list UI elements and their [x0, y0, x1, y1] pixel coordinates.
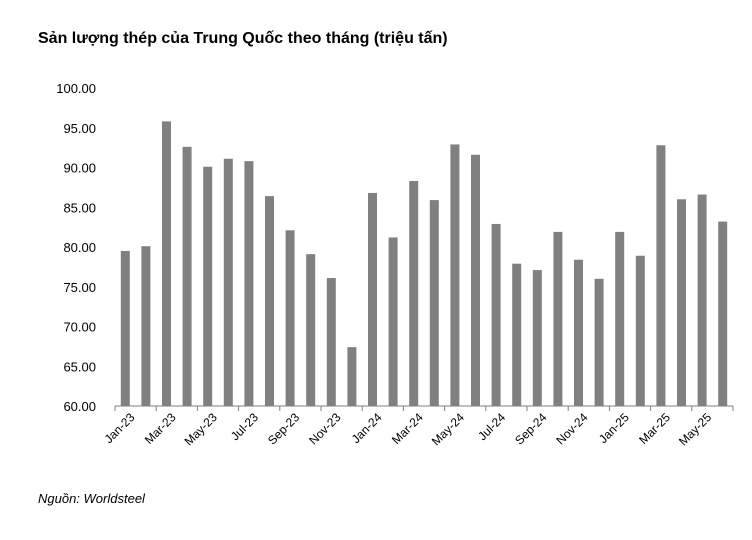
bars: [120, 121, 728, 407]
bar-Jul-24: [491, 223, 501, 406]
bar-May-23: [203, 166, 213, 406]
bar-Mar-24: [409, 181, 419, 406]
x-axis-labels: Jan-23 Mar-23 May-23 Jul-23 Sep-23 Nov-23 Jan-…: [102, 410, 715, 448]
bar-Jul-23: [244, 161, 254, 406]
x-tick-label: May-24: [429, 410, 467, 448]
y-tick-label: 80.00: [63, 240, 96, 255]
x-tick-label: May-23: [182, 410, 220, 448]
bar-Jan-25: [615, 231, 625, 406]
bar-Aug-23: [265, 196, 274, 406]
chart-title: Sản lượng thép của Trung Quốc theo tháng…: [38, 30, 448, 47]
bar-Apr-25: [677, 199, 686, 406]
x-tick-label: Mar-25: [636, 410, 673, 447]
y-tick-label: 70.00: [63, 320, 96, 335]
y-axis-labels: 60.00 65.00 70.00 75.00 80.00 85.00 90.00 95.00…: [56, 81, 96, 414]
bar-Apr-23: [182, 146, 192, 406]
bar-Dec-24: [594, 278, 604, 406]
bar-May-24: [450, 144, 460, 406]
x-tick-label: Jan-23: [102, 410, 138, 446]
y-tick-label: 95.00: [63, 121, 96, 136]
bar-Aug-24: [512, 263, 522, 406]
x-tick-label: May-25: [676, 410, 714, 448]
bar-Mar-23: [162, 121, 171, 406]
y-tick-label: 60.00: [63, 399, 96, 414]
y-tick-label: 75.00: [63, 280, 96, 295]
y-tick-label: 90.00: [63, 161, 96, 176]
x-tick-label: Nov-24: [553, 410, 590, 447]
bar-Jun-24: [471, 154, 480, 406]
bar-Oct-24: [553, 231, 563, 406]
y-tick-label: 65.00: [63, 359, 96, 374]
x-tick-label: Sep-23: [265, 410, 302, 447]
bar-Feb-23: [141, 246, 151, 406]
bar-Mar-25: [656, 145, 666, 407]
bar-Feb-25: [635, 255, 645, 406]
x-tick-label: Mar-23: [142, 410, 179, 447]
bar-Sep-24: [532, 270, 542, 406]
x-tick-label: Nov-23: [306, 410, 343, 447]
x-tick-label: Jul-24: [475, 410, 508, 443]
bar-Nov-24: [574, 259, 583, 406]
bar-Oct-23: [306, 254, 316, 406]
x-tick-label: Jul-23: [228, 410, 261, 443]
bar-Jan-23: [120, 250, 130, 406]
source-note: Nguồn: Worldsteel: [38, 491, 145, 506]
x-tick-label: Sep-24: [512, 410, 549, 447]
x-tick-label: Mar-24: [389, 410, 426, 447]
bar-Jun-25: [718, 221, 728, 406]
bar-Jan-24: [368, 192, 377, 406]
x-axis: [114, 405, 734, 411]
x-tick-label: Jan-25: [596, 410, 632, 446]
bar-Jun-23: [223, 158, 233, 406]
bar-Feb-24: [388, 237, 398, 406]
bar-Nov-23: [326, 278, 336, 406]
x-tick-label: Jan-24: [349, 410, 385, 446]
bar-Sep-23: [285, 230, 295, 406]
bar-Dec-23: [347, 347, 357, 406]
y-tick-label: 100.00: [56, 81, 96, 96]
bar-Apr-24: [429, 200, 439, 406]
y-tick-label: 85.00: [63, 200, 96, 215]
bar-May-25: [697, 194, 707, 406]
